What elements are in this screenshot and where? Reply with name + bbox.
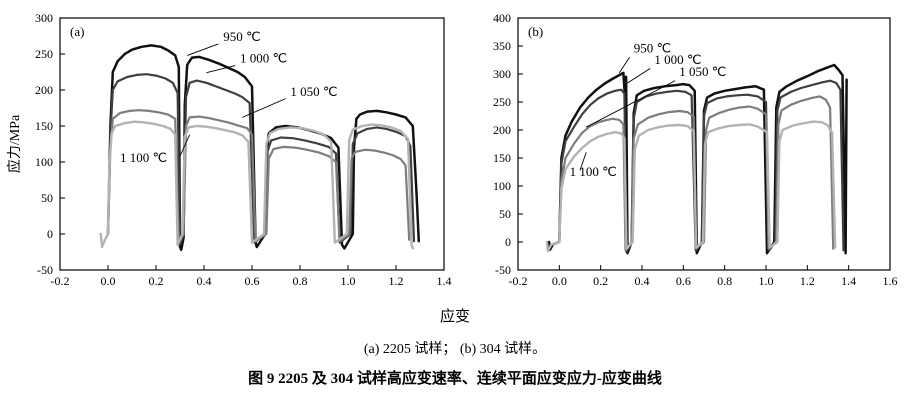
x-tick-label: 1.4 xyxy=(437,274,452,288)
plot-frame xyxy=(517,17,891,271)
y-tick-label: 100 xyxy=(493,179,511,193)
annotation-leader xyxy=(579,152,587,171)
y-tick-label: 400 xyxy=(493,11,511,25)
x-tick-label: 1.0 xyxy=(759,274,774,288)
x-tick-label: 0.6 xyxy=(676,274,691,288)
annotation-leader xyxy=(585,80,676,128)
y-tick-label: 300 xyxy=(493,67,511,81)
x-tick-label: 0.6 xyxy=(245,274,260,288)
x-tick-label: -0.2 xyxy=(51,274,70,288)
y-tick-label: 100 xyxy=(35,155,53,169)
series-1-100-℃ xyxy=(99,120,414,250)
x-tick-label: 1.2 xyxy=(800,274,815,288)
x-tick-label: -0.2 xyxy=(509,274,528,288)
x-tick-label: 0.8 xyxy=(293,274,308,288)
y-tick-label: 250 xyxy=(493,95,511,109)
y-tick-label: 200 xyxy=(493,123,511,137)
annotation-label: 950 ℃ xyxy=(634,41,671,56)
series-1-050-℃ xyxy=(106,109,411,244)
y-tick-label: 150 xyxy=(35,119,53,133)
figure-caption: 图 9 2205 及 304 试样高应变速率、连续平面应变应力-应变曲线 xyxy=(248,371,662,387)
annotation-leader xyxy=(242,98,286,118)
annotation-label: 1 050 ℃ xyxy=(290,84,337,99)
x-tick-label: 1.2 xyxy=(389,274,404,288)
y-tick-label: -50 xyxy=(37,263,53,277)
y-tick-label: -50 xyxy=(495,263,511,277)
y-tick-label: 250 xyxy=(35,47,53,61)
y-tick-label: 50 xyxy=(41,191,53,205)
annotation-label: 1 100 ℃ xyxy=(570,164,617,179)
x-tick-label: 0.4 xyxy=(635,274,650,288)
x-tick-label: 0.2 xyxy=(593,274,608,288)
series-1-100-℃ xyxy=(545,120,837,253)
x-tick-label: 1.0 xyxy=(341,274,356,288)
series-1-000-℃ xyxy=(106,73,416,246)
x-tick-label: 0.4 xyxy=(197,274,212,288)
x-tick-label: 1.6 xyxy=(883,274,898,288)
series-1-000-℃ xyxy=(558,79,845,254)
x-axis-label: 应变 xyxy=(439,309,470,325)
x-tick-label: 0.0 xyxy=(101,274,116,288)
x-tick-label: 0.2 xyxy=(149,274,164,288)
charts-row: -0.2 0.0 0.2 0.4 0.6 0.8 1.0 1.2 1.4 -50 0 50 100 150… xyxy=(6,8,904,306)
annotation-label: 1 050 ℃ xyxy=(679,64,726,79)
subplot-label: (b) xyxy=(528,24,543,39)
y-tick-label: 50 xyxy=(499,207,511,221)
subplot-label: (a) xyxy=(70,24,84,39)
chart-a-plot: -0.2 0.0 0.2 0.4 0.6 0.8 1.0 1.2 1.4 -50 0 50 100 150… xyxy=(6,11,452,288)
annotation-label: 950 ℃ xyxy=(223,29,260,44)
x-tick-label: 0.8 xyxy=(717,274,732,288)
y-tick-label: 150 xyxy=(493,151,511,165)
y-axis-label: 应力/MPa xyxy=(6,114,23,173)
annotation-leader xyxy=(618,56,630,74)
y-tick-label: 0 xyxy=(47,227,53,241)
annotation-leader xyxy=(179,134,191,157)
annotation-label: 1 100 ℃ xyxy=(120,150,167,165)
y-tick-label: 300 xyxy=(35,11,53,25)
annotation-leader xyxy=(206,65,236,74)
annotation-label: 1 000 ℃ xyxy=(240,51,287,66)
annotation-leader xyxy=(187,43,219,56)
subfigure-caption: (a) 2205 试样； (b) 304 试样。 xyxy=(363,342,547,357)
y-tick-label: 350 xyxy=(493,39,511,53)
x-tick-label: 1.4 xyxy=(841,274,856,288)
series-950-℃ xyxy=(547,63,848,255)
y-tick-label: 0 xyxy=(505,235,511,249)
annotation-leader xyxy=(627,68,651,84)
x-tick-label: 0.0 xyxy=(552,274,567,288)
annotation-label: 1 000 ℃ xyxy=(654,52,701,67)
y-tick-label: 200 xyxy=(35,83,53,97)
chart-b-plot: -0.2 0.0 0.2 0.4 0.6 0.8 1.0 1.2 1.4 1.6 -50 0 50 100… xyxy=(493,11,898,288)
